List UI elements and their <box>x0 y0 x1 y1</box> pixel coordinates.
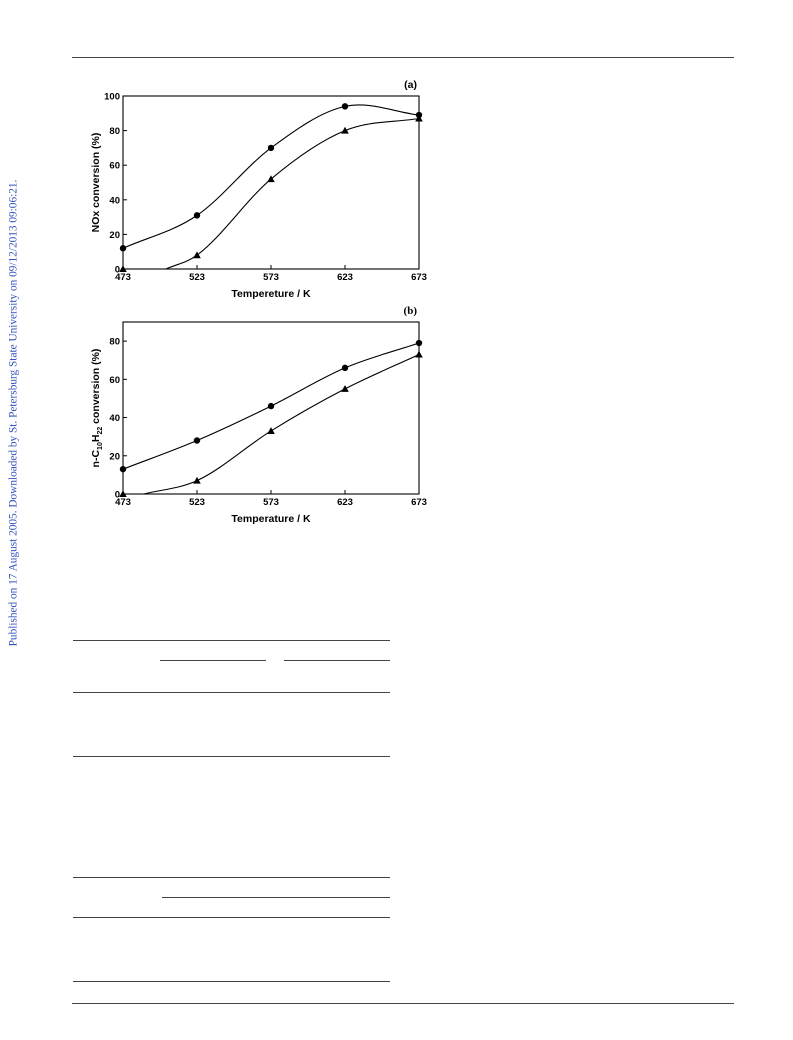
chart-b-series-1-point <box>415 339 423 347</box>
chart-b-panel-label: (b) <box>404 305 418 317</box>
chart-b-series-2-point <box>341 385 349 392</box>
chart-a-series-2-point <box>267 175 275 183</box>
table-2-group-rule <box>162 897 390 898</box>
chart-b-series-1-point <box>341 364 349 372</box>
chart-a-y-tick-label: 100 <box>104 92 120 103</box>
chart-b-x-axis-title: Temperature / K <box>231 513 311 525</box>
chart-a-series-2-line <box>165 117 419 269</box>
chart-a-y-tick-label: 60 <box>109 161 120 172</box>
chart-a-y-tick-label: 20 <box>109 230 120 241</box>
chart-b-series-2-point <box>193 476 201 484</box>
chart-b-x-tick-label: 573 <box>263 497 279 508</box>
chart-b-y-axis-title: n-C10H22 conversion (%) <box>90 349 104 468</box>
chart-b-x-tick-label: 473 <box>115 497 131 508</box>
chart-a-y-tick-label: 40 <box>109 195 120 206</box>
chart-a-x-tick-label: 523 <box>189 272 205 283</box>
decane-conversion-chart: 473 523 573 623 673 0 20 40 60 80 Temperature / K n… <box>90 305 427 525</box>
chart-a-x-tick-label: 673 <box>411 272 427 283</box>
chart-a-y-tick-label: 0 <box>115 265 120 276</box>
chart-b-y-tick-label: 0 <box>115 490 120 501</box>
chart-b-series-1-point <box>267 402 275 410</box>
chart-b-y-tick-label: 20 <box>109 451 120 462</box>
chart-a-panel-label: (a) <box>404 79 417 91</box>
chart-b-y-tick-label: 80 <box>109 337 120 348</box>
chart-b-series-2-point <box>415 350 423 358</box>
chart-a-x-tick-label: 573 <box>263 272 279 283</box>
chart-a-series-2-point <box>341 126 349 134</box>
chart-a-y-axis-title: NOx conversion (%) <box>90 133 102 233</box>
chart-a-series-2-point <box>193 251 201 259</box>
nox-conversion-chart: 473 523 573 623 673 0 20 40 60 80 100 Tempereture /… <box>90 79 427 300</box>
chart-a-series-2-point <box>415 114 423 122</box>
table-1-top-rule <box>73 640 390 641</box>
chart-b-series-2-point <box>267 427 275 434</box>
table-1-header-rule <box>73 692 390 693</box>
chart-b-x-tick-label: 673 <box>411 497 427 508</box>
chart-b-series-2-point <box>119 490 127 498</box>
table-1-bottom-rule <box>73 756 390 757</box>
chart-b-series-1-point <box>119 465 127 473</box>
chart-b-series-1-point <box>193 437 201 444</box>
chart-b-series-2-line <box>143 353 419 494</box>
chart-a-x-tick-label: 623 <box>337 272 353 283</box>
table-2-header-rule <box>73 917 390 918</box>
chart-b-y-tick-label: 40 <box>109 413 120 424</box>
chart-b-y-tick-label: 60 <box>109 375 120 386</box>
chart-a-series-1-point <box>193 212 201 219</box>
chart-a-series-1-point <box>119 245 127 252</box>
chart-a-x-tick-label: 473 <box>115 272 131 283</box>
table-2-bottom-rule <box>73 981 390 982</box>
footer-rule <box>72 1003 734 1004</box>
header-rule <box>72 57 734 58</box>
table-1-group-rule-left <box>160 660 266 661</box>
chart-a-plot-frame <box>122 95 420 270</box>
chart-a-y-tick-label: 80 <box>109 126 120 137</box>
chart-a-series-1-point <box>267 144 275 152</box>
table-2-top-rule <box>73 877 390 878</box>
download-watermark: Published on 17 August 2005. Downloaded … <box>2 179 24 646</box>
table-1-group-rule-right <box>284 660 390 661</box>
chart-a-series-2-point <box>119 265 127 273</box>
chart-a-x-axis-title: Tempereture / K <box>231 288 311 300</box>
chart-b-x-tick-label: 623 <box>337 497 353 508</box>
chart-b-x-tick-label: 523 <box>189 497 205 508</box>
chart-a-series-1-point <box>341 103 349 110</box>
download-watermark-text: Published on 17 August 2005. Downloaded … <box>7 179 19 646</box>
